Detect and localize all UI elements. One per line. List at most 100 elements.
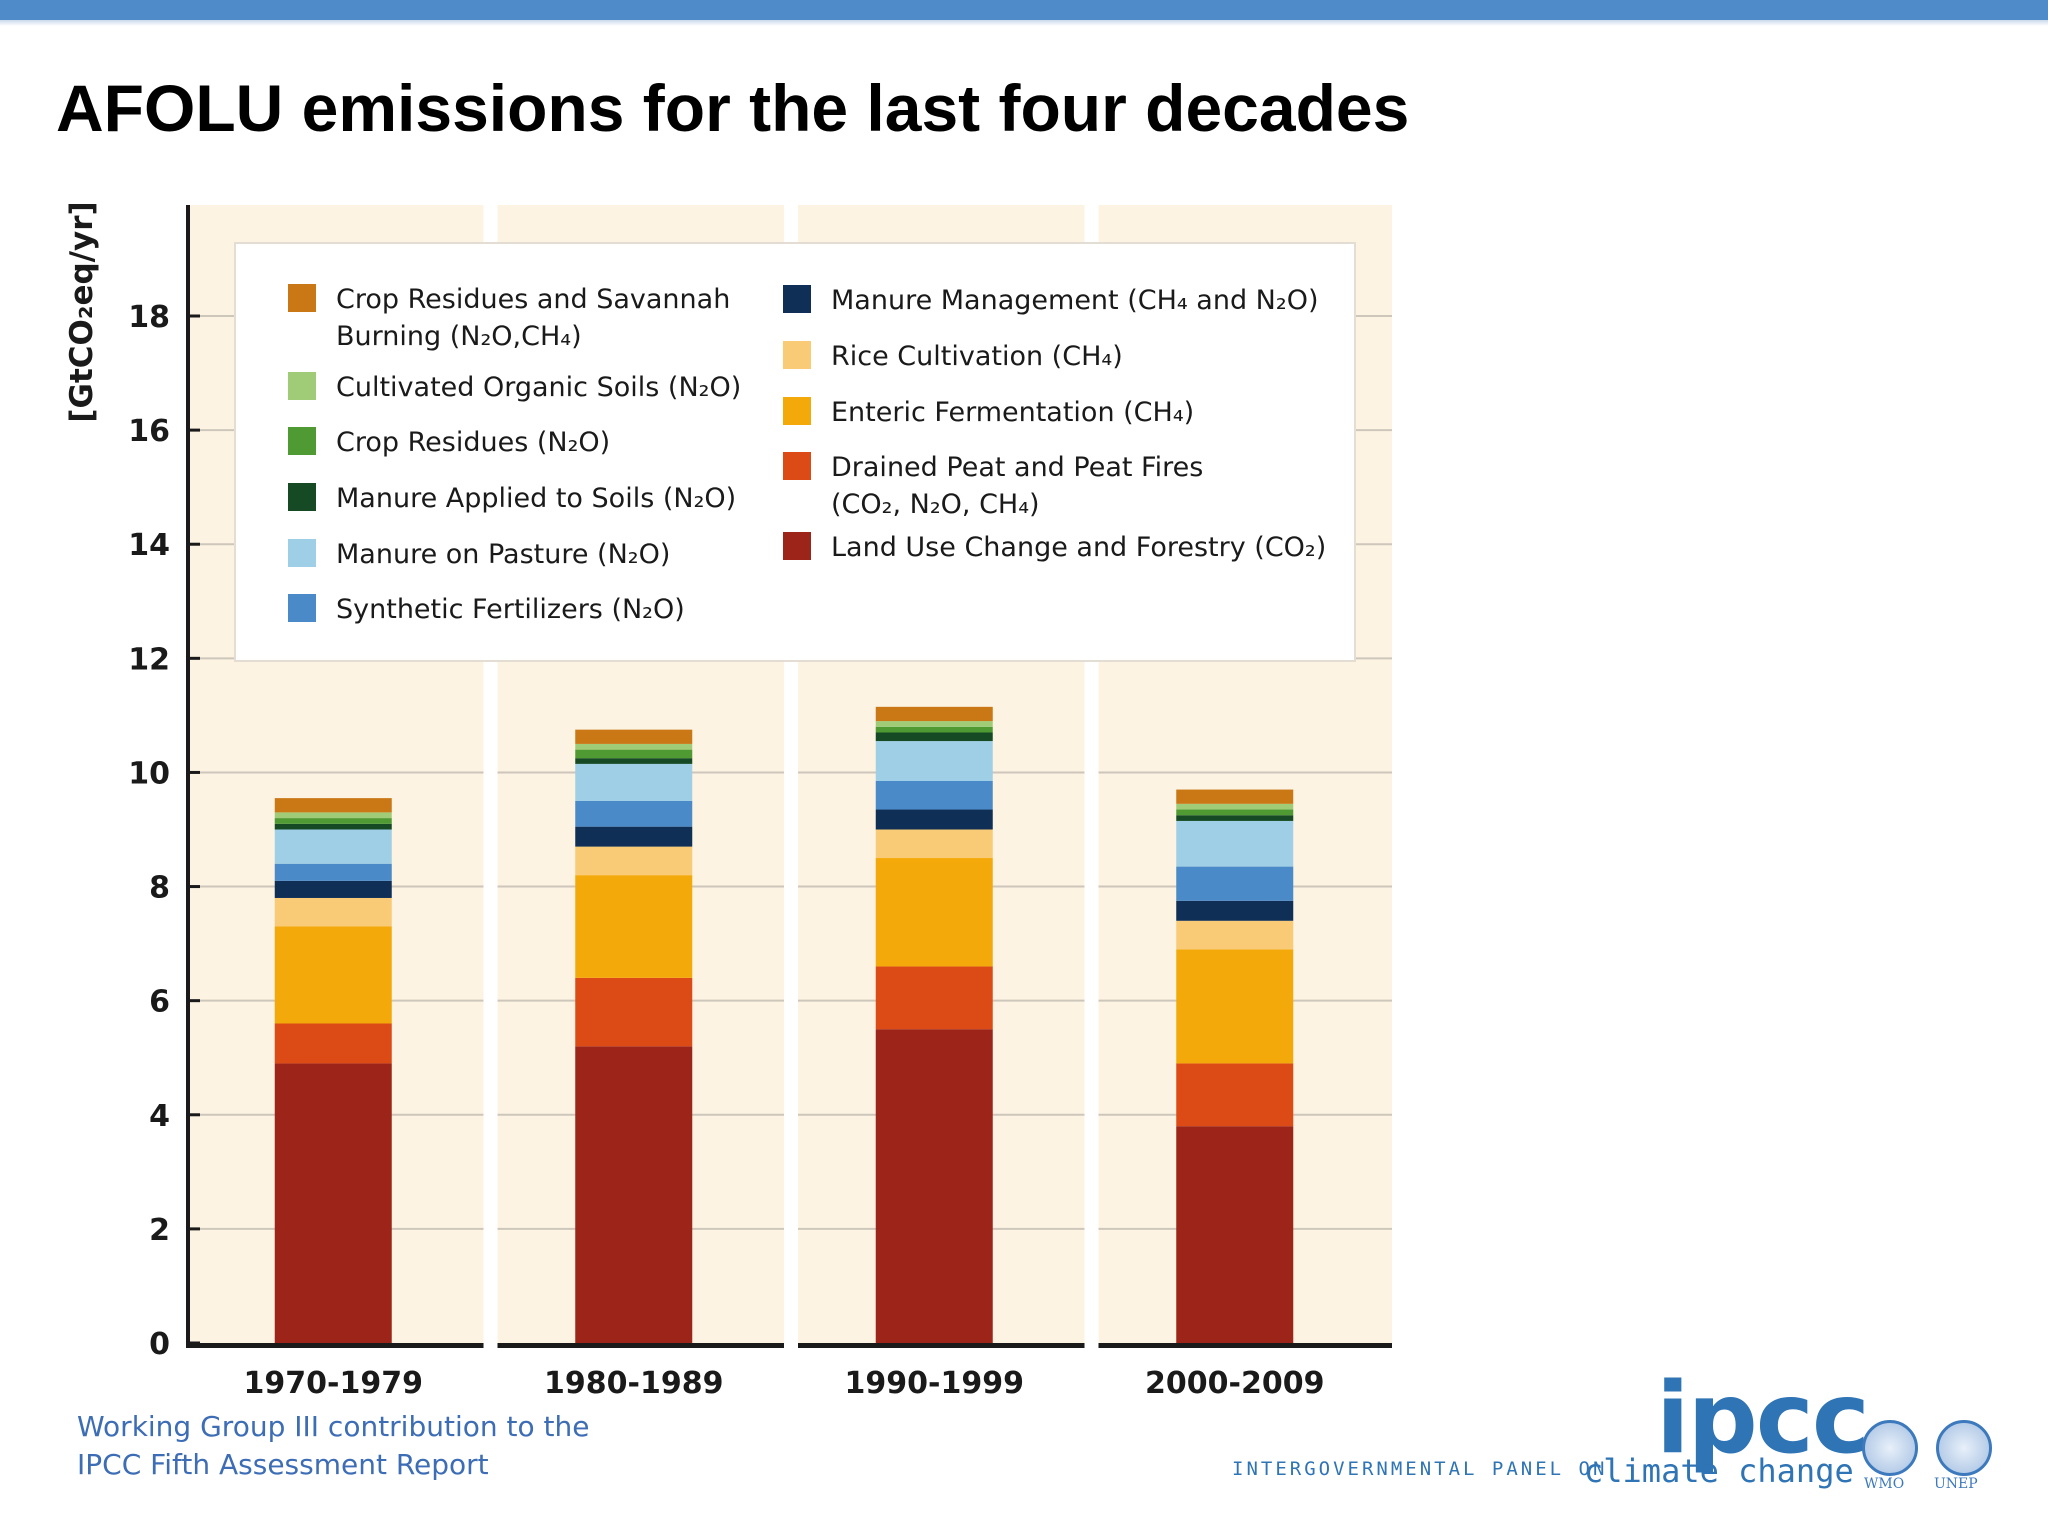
legend-swatch — [288, 539, 316, 567]
y-tick-label: 18 — [128, 300, 170, 335]
legend-swatch — [783, 341, 811, 369]
y-tick-label: 12 — [128, 642, 170, 677]
bar-segment — [1176, 1063, 1294, 1127]
bar-segment — [274, 863, 392, 881]
bar-segment — [575, 743, 693, 750]
bar-segment — [1176, 803, 1294, 810]
legend-swatch — [288, 284, 316, 312]
bar-segment — [875, 726, 993, 733]
bar-segment — [1176, 815, 1294, 821]
bar-segment — [1176, 1126, 1294, 1343]
legend-label: Cultivated Organic Soils (N₂O) — [336, 372, 741, 403]
bar-segment — [875, 858, 993, 967]
ipcc-subtitle-right: climate change — [1584, 1452, 1854, 1490]
bar-segment — [875, 781, 993, 810]
unep-label: UNEP — [1934, 1476, 1978, 1492]
bar-segment — [274, 812, 392, 819]
y-tick-label: 10 — [128, 756, 170, 791]
ipcc-subtitle-left: INTERGOVERNMENTAL PANEL ON — [1232, 1458, 1608, 1480]
footer-line-1: Working Group III contribution to the — [77, 1410, 590, 1443]
bar-segment — [274, 880, 392, 898]
x-tick-label: 1970-1979 — [244, 1366, 423, 1401]
legend-label: Rice Cultivation (CH₄) — [831, 341, 1123, 372]
x-axis-baseline — [190, 1343, 484, 1348]
y-tick-label: 4 — [149, 1099, 170, 1134]
bar-segment — [1176, 900, 1294, 921]
bar-segment — [575, 800, 693, 827]
bar-segment — [575, 846, 693, 876]
bar-segment — [875, 809, 993, 830]
bar-segment — [575, 729, 693, 744]
bar-segment — [875, 741, 993, 782]
footer-caption: Working Group III contribution to the IP… — [77, 1408, 589, 1484]
x-axis-baseline — [798, 1343, 1085, 1348]
bar-segment — [575, 758, 693, 764]
legend-swatch — [288, 427, 316, 455]
y-tick-label: 6 — [149, 985, 170, 1020]
legend-label: Crop Residues (N₂O) — [336, 427, 610, 458]
bar-segment — [274, 823, 392, 830]
bar-segment — [1176, 920, 1294, 950]
legend-label: (CO₂, N₂O, CH₄) — [831, 489, 1040, 520]
slide-title: AFOLU emissions for the last four decade… — [56, 71, 1410, 145]
legend-label: Burning (N₂O,CH₄) — [336, 321, 582, 352]
top-accent-bar — [0, 0, 2048, 20]
legend-label: Land Use Change and Forestry (CO₂) — [831, 532, 1326, 563]
bar-segment — [274, 1063, 392, 1343]
bar-segment — [274, 818, 392, 824]
ipcc-logo: ipcc — [1656, 1362, 1870, 1476]
legend-swatch — [288, 483, 316, 511]
legend-label: Manure on Pasture (N₂O) — [336, 539, 670, 570]
bar-segment — [1176, 866, 1294, 901]
x-tick-label: 2000-2009 — [1145, 1366, 1324, 1401]
bar-segment — [875, 732, 993, 742]
bar-segment — [274, 829, 392, 864]
y-tick-label: 16 — [128, 414, 170, 449]
bar-segment — [575, 1046, 693, 1343]
wmo-label: WMO — [1864, 1476, 1905, 1492]
bar-segment — [1176, 820, 1294, 867]
bar-segment — [875, 1029, 993, 1343]
legend-label: Drained Peat and Peat Fires — [831, 452, 1203, 483]
bar-segment — [1176, 789, 1294, 804]
bar-segment — [875, 966, 993, 1030]
bar-segment — [575, 826, 693, 847]
bar-segment — [1176, 949, 1294, 1064]
x-tick-label: 1980-1989 — [544, 1366, 723, 1401]
y-tick-label: 14 — [128, 528, 170, 563]
legend-label: Manure Applied to Soils (N₂O) — [336, 483, 736, 514]
y-tick-label: 2 — [149, 1213, 170, 1248]
unep-emblem-icon — [1936, 1420, 1992, 1476]
bar-segment — [875, 721, 993, 727]
y-axis-line — [186, 205, 190, 1348]
legend-label: Enteric Fermentation (CH₄) — [831, 397, 1194, 428]
bar-segment — [274, 798, 392, 813]
legend-swatch — [783, 397, 811, 425]
legend-swatch — [783, 452, 811, 480]
footer-line-2: IPCC Fifth Assessment Report — [77, 1448, 489, 1481]
legend-swatch — [783, 285, 811, 313]
bar-segment — [575, 875, 693, 978]
x-axis-baseline — [1098, 1343, 1392, 1348]
bar-segment — [274, 897, 392, 927]
bar-segment — [274, 1023, 392, 1064]
x-tick-label: 1990-1999 — [845, 1366, 1024, 1401]
x-axis-baseline — [497, 1343, 784, 1348]
bar-segment — [575, 763, 693, 801]
legend-swatch — [783, 532, 811, 560]
bar-segment — [575, 749, 693, 759]
top-accent-shadow — [0, 20, 2048, 26]
legend-label: Crop Residues and Savannah — [336, 284, 730, 315]
y-tick-label: 8 — [149, 871, 170, 906]
wmo-emblem-icon — [1862, 1420, 1918, 1476]
bar-segment — [274, 926, 392, 1024]
bar-segment — [1176, 809, 1294, 816]
legend-swatch — [288, 594, 316, 622]
y-tick-label: 0 — [149, 1327, 170, 1362]
legend-label: Synthetic Fertilizers (N₂O) — [336, 594, 685, 625]
bar-segment — [575, 977, 693, 1047]
legend-swatch — [288, 372, 316, 400]
y-axis-label: [GtCO₂eq/yr] — [64, 201, 100, 422]
bar-segment — [875, 706, 993, 722]
